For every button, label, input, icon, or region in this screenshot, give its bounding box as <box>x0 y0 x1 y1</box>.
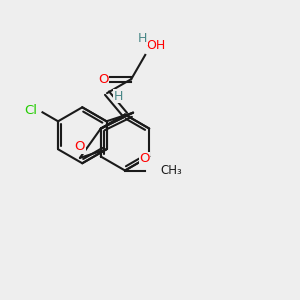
Text: CH₃: CH₃ <box>161 164 182 177</box>
Text: O: O <box>139 152 150 165</box>
Text: O: O <box>98 73 109 85</box>
Text: Cl: Cl <box>24 103 37 117</box>
Text: O: O <box>75 140 85 154</box>
Text: H: H <box>138 32 147 45</box>
Text: H: H <box>113 90 123 103</box>
Text: OH: OH <box>147 39 166 52</box>
